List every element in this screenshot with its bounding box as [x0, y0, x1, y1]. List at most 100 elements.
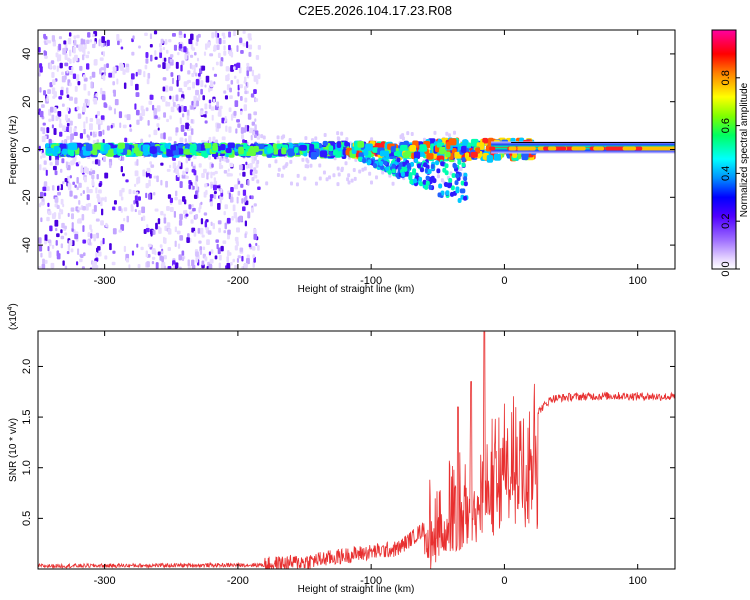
heatmap-cell — [209, 194, 214, 199]
heatmap-cell — [55, 227, 58, 232]
heatmap-cell — [225, 125, 228, 132]
heatmap-cell — [154, 108, 158, 114]
heatmap-cell — [89, 76, 92, 80]
heatmap-cell — [169, 206, 174, 213]
heatmap-cell — [217, 247, 221, 255]
heatmap-cell — [406, 131, 410, 136]
heatmap-cell — [205, 75, 210, 83]
heatmap-cell — [78, 161, 81, 165]
heatmap-cell — [60, 229, 63, 234]
heatmap-cell — [66, 94, 70, 98]
heatmap-cell — [213, 81, 216, 85]
heatmap-cell — [231, 216, 234, 221]
heatmap-cell — [210, 106, 215, 111]
heatmap-cell — [98, 189, 102, 194]
heatmap-cell — [111, 261, 116, 266]
heatmap-cell — [59, 168, 63, 173]
heatmap-cell — [132, 190, 136, 194]
heatmap-cell — [136, 159, 139, 166]
heatmap-cell — [162, 236, 165, 244]
heatmap-cell — [367, 159, 372, 165]
heatmap-cell — [83, 121, 86, 129]
heatmap-cell — [62, 148, 68, 155]
heatmap-cell — [235, 217, 238, 223]
heatmap-cell — [593, 146, 605, 151]
heatmap-cell — [82, 206, 86, 211]
heatmap-cell — [352, 168, 356, 173]
heatmap-cell — [163, 132, 166, 140]
heatmap-cell — [246, 62, 250, 67]
heatmap-cell — [253, 156, 257, 161]
heatmap-cell — [163, 255, 167, 260]
heatmap-cell — [288, 137, 292, 142]
heatmap-cell — [284, 163, 288, 168]
heatmap-cell — [350, 178, 354, 183]
heatmap-cell — [195, 175, 199, 182]
heatmap-cell — [299, 145, 307, 151]
heatmap-cell — [257, 73, 261, 80]
heatmap-cell — [183, 149, 190, 155]
heatmap-cell — [55, 240, 58, 246]
heatmap-cell — [277, 167, 281, 172]
heatmap-cell — [61, 158, 65, 164]
chart-title: C2E5.2026.104.17.23.R08 — [298, 3, 452, 18]
heatmap-cell — [143, 71, 146, 78]
heatmap-cell — [48, 118, 52, 122]
heatmap-cell — [449, 171, 453, 176]
heatmap-cell — [95, 187, 98, 194]
heatmap-cell — [237, 190, 241, 196]
heatmap-cell — [49, 82, 53, 88]
heatmap-cell — [82, 106, 86, 113]
heatmap-cell — [148, 100, 153, 105]
heatmap-cell — [175, 169, 179, 175]
heatmap-cell — [246, 254, 250, 260]
heatmap-cell — [422, 179, 427, 185]
heatmap-cell — [166, 118, 169, 123]
heatmap-cell — [57, 185, 60, 191]
heatmap-cell — [144, 64, 148, 70]
heatmap-cell — [157, 127, 160, 131]
heatmap-cell — [156, 175, 159, 183]
heatmap-cell — [117, 40, 120, 46]
heatmap-cell — [314, 181, 318, 186]
heatmap-cell — [344, 161, 348, 166]
heatmap-cell — [243, 104, 248, 112]
heatmap-cell — [88, 170, 92, 176]
heatmap-cell — [212, 171, 216, 176]
heatmap-cell — [106, 125, 110, 131]
colorbar-label: Normalized spectral amplitude — [739, 82, 750, 217]
heatmap-cell — [58, 43, 62, 51]
spectrogram-xtick-label: 100 — [629, 275, 647, 287]
heatmap-cell — [252, 261, 255, 268]
heatmap-cell — [99, 57, 104, 61]
heatmap-cell — [228, 107, 232, 113]
heatmap-cell — [217, 52, 221, 59]
heatmap-cell — [169, 164, 172, 169]
heatmap-cell — [44, 240, 47, 245]
heatmap-cell — [153, 129, 158, 136]
heatmap-cell — [253, 89, 257, 95]
heatmap-cell — [253, 256, 256, 263]
heatmap-cell — [74, 97, 78, 104]
heatmap-cell — [47, 210, 52, 216]
heatmap-cell — [237, 84, 240, 91]
heatmap-cell — [240, 49, 244, 54]
heatmap-cell — [160, 263, 165, 269]
heatmap-cell — [428, 184, 433, 190]
heatmap-cell — [242, 171, 246, 177]
heatmap-cell — [439, 147, 445, 155]
heatmap-cell — [128, 189, 132, 195]
heatmap-cell — [255, 75, 259, 79]
heatmap-cell — [120, 166, 124, 173]
heatmap-cell — [438, 183, 443, 189]
heatmap-cell — [216, 123, 221, 129]
heatmap-cell — [353, 176, 357, 181]
heatmap-cell — [171, 32, 176, 37]
heatmap-cell — [236, 119, 240, 123]
heatmap-cell — [197, 33, 201, 38]
heatmap-cell — [133, 147, 139, 154]
heatmap-cell — [95, 114, 98, 119]
heatmap-cell — [90, 131, 93, 136]
heatmap-cell — [105, 222, 108, 228]
